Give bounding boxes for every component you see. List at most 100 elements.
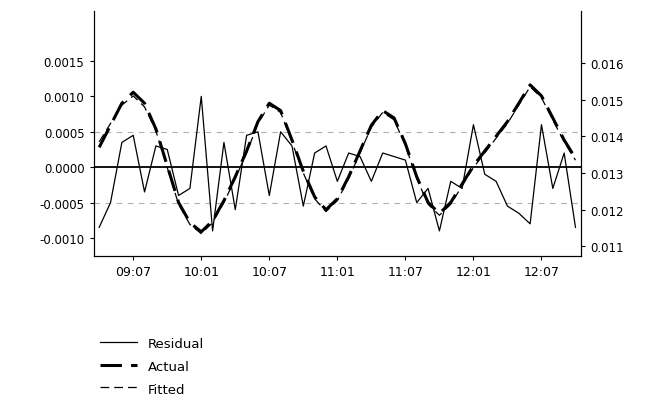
Fitted (367, 125, 375, 130)
Residual (220, 140, 228, 145)
Actual (242, 149, 250, 154)
Fitted (197, 232, 205, 237)
Fitted (504, 122, 512, 127)
Fitted (572, 158, 580, 163)
Fitted (265, 103, 273, 108)
Residual (526, 222, 534, 227)
Residual (311, 151, 319, 156)
Fitted (163, 166, 171, 171)
Actual (208, 219, 216, 224)
Actual (95, 145, 103, 150)
Fitted (220, 200, 228, 205)
Residual (470, 123, 478, 128)
Fitted (356, 151, 364, 156)
Residual (265, 194, 273, 199)
Residual (481, 172, 489, 177)
Actual (492, 135, 500, 140)
Actual (277, 109, 285, 114)
Actual (152, 127, 160, 132)
Residual (379, 151, 387, 156)
Fitted (333, 199, 341, 204)
Fitted (481, 151, 489, 156)
Fitted (288, 140, 296, 145)
Fitted (208, 221, 216, 225)
Actual (311, 195, 319, 200)
Fitted (492, 136, 500, 141)
Fitted (174, 202, 182, 207)
Residual (277, 130, 285, 135)
Fitted (424, 202, 432, 207)
Fitted (401, 144, 409, 149)
Fitted (311, 197, 319, 202)
Residual (436, 229, 444, 234)
Residual (560, 151, 568, 156)
Fitted (277, 111, 285, 116)
Fitted (413, 177, 421, 182)
Actual (560, 138, 568, 143)
Actual (322, 208, 330, 213)
Fitted (560, 140, 568, 145)
Actual (163, 164, 171, 169)
Actual (424, 200, 432, 205)
Fitted (118, 103, 126, 108)
Actual (436, 211, 444, 216)
Actual (333, 197, 341, 202)
Fitted (106, 122, 114, 127)
Line: Fitted: Fitted (99, 88, 576, 234)
Residual (401, 158, 409, 163)
Legend: Residual, Actual, Fitted: Residual, Actual, Fitted (94, 330, 210, 402)
Actual (458, 182, 466, 187)
Fitted (254, 122, 262, 127)
Residual (413, 201, 421, 206)
Line: Residual: Residual (99, 97, 576, 231)
Residual (106, 201, 114, 206)
Residual (458, 187, 466, 192)
Residual (186, 187, 194, 192)
Actual (197, 230, 205, 235)
Actual (504, 120, 512, 125)
Residual (504, 204, 512, 209)
Fitted (231, 177, 239, 182)
Residual (118, 140, 126, 145)
Fitted (152, 129, 160, 134)
Actual (254, 120, 262, 125)
Actual (515, 102, 523, 107)
Residual (447, 179, 455, 184)
Residual (254, 130, 262, 135)
Actual (140, 102, 148, 107)
Residual (163, 147, 171, 152)
Residual (345, 151, 353, 156)
Actual (447, 200, 455, 205)
Fitted (299, 171, 307, 176)
Residual (231, 208, 239, 213)
Residual (356, 155, 364, 160)
Fitted (470, 166, 478, 171)
Residual (95, 225, 103, 230)
Fitted (242, 151, 250, 156)
Fitted (538, 96, 546, 101)
Actual (356, 149, 364, 154)
Actual (538, 94, 546, 99)
Actual (288, 138, 296, 143)
Residual (129, 133, 137, 138)
Fitted (436, 213, 444, 218)
Residual (152, 144, 160, 149)
Residual (242, 133, 250, 138)
Actual (106, 123, 114, 128)
Actual (129, 90, 137, 95)
Actual (390, 116, 398, 121)
Residual (424, 187, 432, 192)
Actual (265, 102, 273, 107)
Actual (231, 175, 239, 180)
Residual (208, 229, 216, 234)
Actual (220, 199, 228, 204)
Residual (174, 194, 182, 199)
Actual (572, 157, 580, 161)
Residual (572, 225, 580, 230)
Actual (470, 164, 478, 169)
Residual (299, 204, 307, 209)
Residual (288, 144, 296, 149)
Actual (118, 102, 126, 107)
Fitted (390, 118, 398, 123)
Residual (549, 187, 557, 192)
